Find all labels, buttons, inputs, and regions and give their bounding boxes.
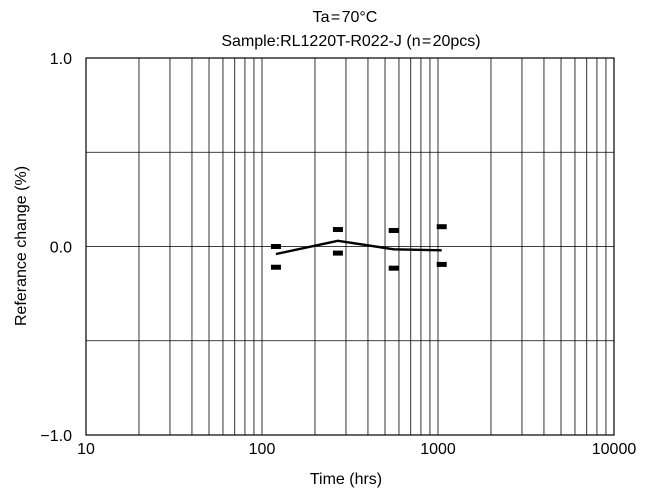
x-tick-label: 10 xyxy=(77,441,95,458)
chart-title: Ta = 70°C xyxy=(313,9,378,26)
y-tick-labels: 1.0 0.0 −1.0 xyxy=(40,51,72,445)
min-marker xyxy=(270,264,281,270)
max-marker xyxy=(332,227,343,233)
min-marker xyxy=(332,250,343,256)
grid xyxy=(86,58,614,435)
plot-frame xyxy=(85,57,615,436)
max-marker xyxy=(436,224,447,230)
x-tick-label: 100 xyxy=(249,441,276,458)
chart-subtitle: Sample:RL1220T-R022-J (n = 20pcs) xyxy=(221,33,480,50)
x-tick-label: 1000 xyxy=(420,441,456,458)
series-lines xyxy=(275,239,442,256)
x-tick-labels: 10 100 1000 10000 xyxy=(77,441,636,458)
max-marker xyxy=(388,227,399,233)
x-axis-label: Time (hrs) xyxy=(310,471,382,488)
y-tick-label: −1.0 xyxy=(40,428,72,445)
x-tick-label: 10000 xyxy=(592,441,637,458)
series-line xyxy=(275,239,442,256)
min-marker xyxy=(436,261,447,267)
y-tick-label: 0.0 xyxy=(50,240,72,257)
range-markers xyxy=(270,224,447,271)
y-tick-label: 1.0 xyxy=(50,51,72,68)
min-marker xyxy=(388,265,399,271)
y-axis-label: Referance change (%) xyxy=(13,166,30,326)
max-marker xyxy=(270,244,281,249)
